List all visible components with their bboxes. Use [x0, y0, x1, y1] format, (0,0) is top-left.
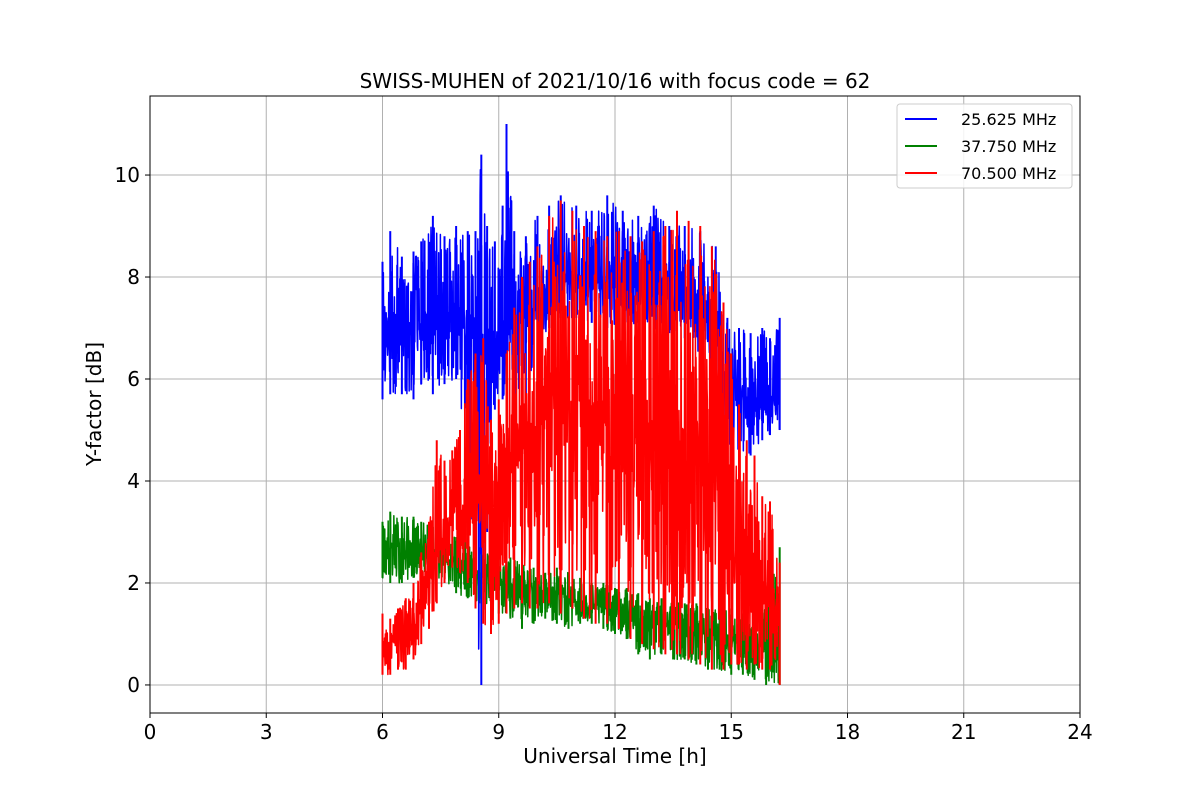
- legend-label: 25.625 MHz: [961, 110, 1056, 129]
- x-tick-label: 6: [376, 720, 389, 744]
- y-tick-label: 10: [115, 163, 140, 187]
- series-layer: [381, 124, 781, 685]
- y-tick-label: 2: [127, 571, 140, 595]
- series-line: [381, 217, 781, 679]
- y-tick-label: 6: [127, 367, 140, 391]
- x-tick-label: 9: [492, 720, 505, 744]
- x-tick-label: 15: [719, 720, 744, 744]
- x-tick-label: 12: [602, 720, 627, 744]
- x-tick-label: 21: [951, 720, 976, 744]
- legend-box: [896, 103, 1073, 189]
- y-tick-label: 0: [127, 673, 140, 697]
- series-70-500-mhz: [381, 200, 781, 685]
- x-axis-label: Universal Time [h]: [523, 744, 706, 768]
- y-tick-label: 4: [127, 469, 140, 493]
- x-tick-label: 24: [1067, 720, 1092, 744]
- x-tick-label: 0: [144, 720, 157, 744]
- legend: 25.625 MHz 37.750 MHz 70.500 MHz: [896, 103, 1073, 189]
- legend-label: 37.750 MHz: [961, 137, 1056, 156]
- legend-label: 70.500 MHz: [961, 164, 1056, 183]
- x-tick-label: 3: [260, 720, 273, 744]
- y-axis-label: Y-factor [dB]: [82, 342, 106, 467]
- y-tick-label: 8: [127, 265, 140, 289]
- chart-title: SWISS-MUHEN of 2021/10/16 with focus cod…: [360, 69, 871, 93]
- x-tick-label: 18: [835, 720, 860, 744]
